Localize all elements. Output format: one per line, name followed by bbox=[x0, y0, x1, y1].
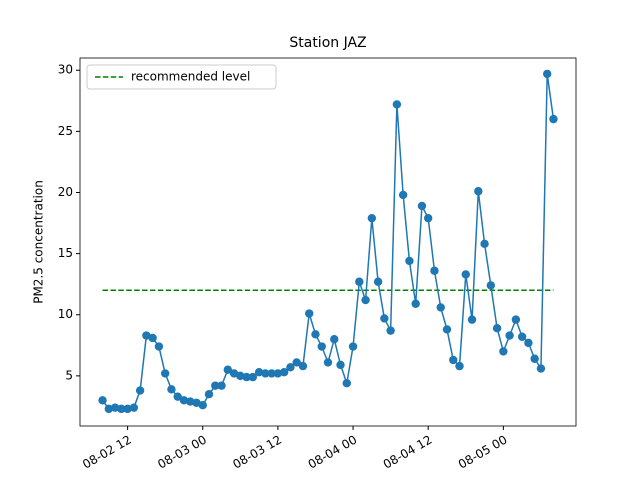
data-point bbox=[517, 332, 527, 341]
data-point bbox=[273, 369, 283, 378]
data-point bbox=[455, 361, 464, 371]
data-point bbox=[467, 315, 477, 324]
x-tick-label: 08-03 12 bbox=[230, 433, 284, 472]
data-point bbox=[117, 404, 126, 414]
data-point bbox=[480, 239, 489, 249]
data-point bbox=[449, 355, 458, 365]
data-point bbox=[129, 403, 139, 412]
data-point bbox=[549, 114, 558, 124]
data-point bbox=[223, 365, 232, 374]
y-tick-label: 30 bbox=[58, 63, 73, 77]
data-point bbox=[323, 358, 333, 367]
y-tick-label: 5 bbox=[65, 368, 73, 382]
y-axis-label: PM2.5 concentration bbox=[32, 180, 46, 304]
y-tick-label: 10 bbox=[58, 307, 73, 321]
data-point bbox=[411, 299, 420, 308]
x-tick-label: 08-02 12 bbox=[80, 433, 134, 472]
data-point bbox=[361, 295, 370, 305]
chart-title: Station JAZ bbox=[289, 35, 366, 51]
data-point bbox=[217, 381, 226, 390]
data-point bbox=[305, 309, 314, 318]
data-point bbox=[499, 347, 508, 356]
x-tick-label: 08-04 12 bbox=[381, 433, 435, 472]
data-point bbox=[236, 371, 245, 381]
data-point bbox=[104, 404, 114, 414]
data-point bbox=[486, 281, 496, 290]
data-point bbox=[330, 334, 339, 344]
y-tick-label: 15 bbox=[58, 246, 73, 260]
data-point bbox=[461, 270, 470, 279]
data-point bbox=[179, 396, 189, 405]
data-point bbox=[380, 314, 389, 323]
data-point bbox=[442, 325, 452, 334]
data-point bbox=[317, 342, 326, 351]
legend-box bbox=[86, 64, 277, 90]
data-point bbox=[154, 342, 164, 351]
data-point bbox=[505, 331, 514, 340]
x-tick-label: 08-03 00 bbox=[155, 433, 209, 472]
data-point bbox=[386, 326, 395, 335]
data-point bbox=[392, 100, 402, 109]
data-point bbox=[148, 333, 157, 343]
data-point bbox=[204, 390, 214, 399]
data-point bbox=[173, 392, 182, 401]
data-point bbox=[110, 403, 120, 412]
data-point bbox=[336, 360, 345, 370]
data-point bbox=[367, 213, 377, 223]
data-point bbox=[123, 404, 132, 414]
y-tick-label: 20 bbox=[58, 185, 73, 199]
data-point bbox=[248, 372, 258, 382]
data-point bbox=[98, 396, 107, 405]
data-point bbox=[186, 397, 195, 406]
x-tick-label: 08-04 00 bbox=[306, 433, 360, 472]
legend-label: recommended level bbox=[131, 70, 250, 84]
data-point bbox=[211, 381, 220, 390]
data-point bbox=[530, 354, 539, 363]
data-point bbox=[160, 369, 170, 378]
data-point bbox=[135, 386, 145, 395]
y-tick-label: 25 bbox=[58, 124, 73, 138]
data-point bbox=[198, 401, 207, 410]
legend: recommended level bbox=[86, 64, 277, 90]
data-point bbox=[430, 266, 439, 275]
data-point bbox=[417, 201, 427, 211]
data-point bbox=[492, 323, 502, 333]
data-point bbox=[286, 363, 295, 372]
data-point bbox=[373, 277, 383, 286]
data-point bbox=[311, 330, 320, 339]
data-point bbox=[436, 303, 445, 312]
data-point bbox=[405, 256, 414, 266]
data-point bbox=[242, 372, 251, 382]
data-point bbox=[261, 369, 270, 378]
data-point bbox=[279, 368, 289, 377]
data-point bbox=[292, 358, 301, 367]
data-point bbox=[355, 277, 364, 286]
data-point bbox=[167, 385, 176, 394]
x-tick-label: 08-05 00 bbox=[456, 433, 510, 472]
data-point bbox=[254, 368, 264, 377]
data-point bbox=[398, 190, 408, 200]
data-point bbox=[542, 69, 552, 79]
data-point bbox=[511, 315, 521, 324]
data-point bbox=[298, 361, 308, 371]
data-point bbox=[536, 364, 546, 373]
data-point bbox=[424, 213, 433, 223]
axes-frame bbox=[79, 57, 577, 427]
data-point bbox=[524, 338, 533, 348]
data-point bbox=[342, 379, 351, 388]
data-point bbox=[348, 342, 358, 351]
data-point bbox=[474, 187, 483, 196]
data-point bbox=[267, 369, 276, 378]
